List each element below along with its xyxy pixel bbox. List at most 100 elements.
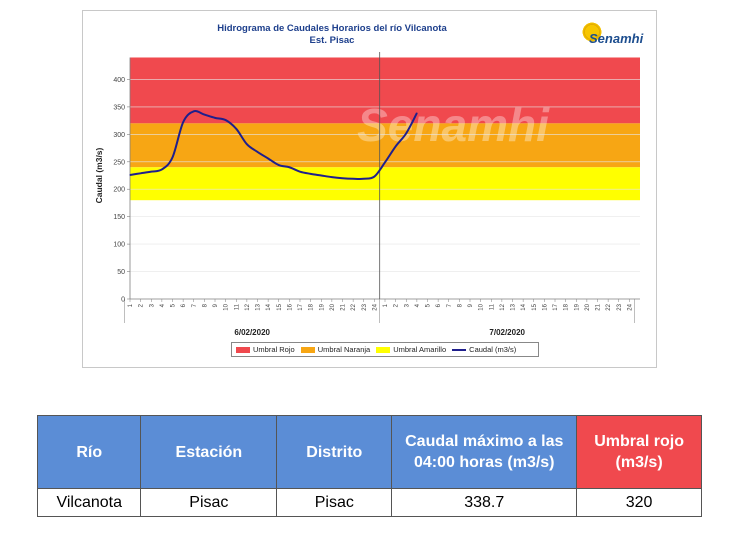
data-point-22 — [363, 178, 365, 180]
day-label-1: 7/02/2020 — [489, 328, 525, 337]
x-tick-label-0-14: 14 — [266, 303, 272, 310]
data-point-25 — [395, 145, 397, 148]
x-tick-label-0-15: 15 — [277, 303, 283, 310]
x-tick-label-1-7: 7 — [447, 303, 453, 307]
x-tick-label-0-18: 18 — [309, 303, 315, 310]
data-point-6 — [193, 110, 195, 112]
x-tick-label-1-11: 11 — [489, 303, 495, 310]
data-point-10 — [235, 128, 237, 130]
data-point-13 — [267, 157, 269, 160]
chart-legend: Umbral Rojo Umbral Naranja Umbral Amaril… — [231, 342, 539, 357]
x-tick-label-1-1: 1 — [383, 303, 389, 307]
x-tick-label-0-8: 8 — [202, 303, 208, 307]
cell-estacion: Pisac — [140, 488, 278, 517]
threshold-band-0 — [130, 57, 640, 124]
legend-item-caudal: Caudal (m3/s) — [452, 345, 516, 354]
x-tick-label-0-23: 23 — [362, 303, 368, 310]
x-tick-label-1-14: 14 — [521, 303, 527, 310]
x-tick-label-0-12: 12 — [245, 303, 251, 310]
data-point-18 — [320, 174, 322, 177]
data-point-20 — [341, 177, 344, 179]
x-tick-label-0-21: 21 — [341, 303, 347, 310]
table-header-row: Río Estación Distrito Caudal máximo a la… — [36, 415, 702, 489]
legend-item-amarillo: Umbral Amarillo — [376, 345, 446, 354]
data-point-3 — [161, 168, 163, 171]
legend-swatch-rojo — [236, 346, 250, 353]
x-tick-label-0-4: 4 — [160, 303, 166, 307]
header-caudal-maximo: Caudal máximo a las 04:00 horas (m3/s) — [391, 415, 578, 489]
x-tick-label-0-24: 24 — [372, 303, 378, 310]
legend-label-amarillo: Umbral Amarillo — [393, 345, 447, 354]
x-tick-label-0-10: 10 — [224, 303, 230, 310]
senamhi-logo: Senamhi — [579, 19, 649, 53]
x-tick-label-1-3: 3 — [404, 303, 410, 307]
threshold-band-1 — [130, 123, 640, 168]
threshold-band-2 — [130, 167, 640, 201]
x-tick-label-1-8: 8 — [457, 303, 463, 307]
y-tick-label-6: 300 — [113, 132, 125, 139]
data-point-21 — [352, 178, 354, 180]
y-tick-label-3: 150 — [113, 214, 125, 221]
x-tick-label-1-9: 9 — [468, 303, 474, 307]
data-point-12 — [256, 151, 259, 153]
x-tick-label-1-15: 15 — [532, 303, 538, 310]
x-tick-label-0-7: 7 — [192, 303, 198, 307]
header-rio: Río — [36, 415, 142, 489]
y-tick-label-8: 400 — [113, 77, 125, 84]
x-tick-label-1-21: 21 — [596, 303, 602, 310]
x-tick-label-0-11: 11 — [234, 303, 240, 310]
x-tick-label-0-1: 1 — [128, 303, 134, 307]
legend-swatch-amarillo — [376, 346, 391, 353]
data-point-7 — [203, 113, 205, 116]
sun-icon — [581, 21, 603, 43]
chart-canvas: Hidrograma de Caudales Horarios del río … — [94, 23, 640, 337]
y-tick-label-0: 0 — [121, 297, 125, 304]
x-tick-label-1-4: 4 — [415, 303, 421, 307]
cell-rio: Vilcanota — [36, 488, 142, 517]
x-tick-label-1-18: 18 — [564, 303, 570, 310]
x-tick-label-1-17: 17 — [553, 303, 559, 310]
x-tick-label-1-23: 23 — [617, 303, 623, 310]
data-point-0 — [129, 174, 131, 176]
data-point-19 — [331, 176, 333, 178]
series-line-caudal — [129, 110, 418, 180]
header-estacion: Estación — [140, 415, 278, 489]
data-point-2 — [150, 171, 152, 173]
data-point-26 — [405, 132, 407, 134]
legend-label-naranja: Umbral Naranja — [317, 345, 371, 354]
data-point-5 — [182, 121, 184, 123]
legend-swatch-caudal — [452, 348, 467, 351]
data-point-16 — [299, 171, 301, 173]
x-tick-label-1-24: 24 — [627, 303, 633, 310]
x-tick-label-1-2: 2 — [394, 303, 400, 307]
logo-text: Senamhi — [589, 31, 644, 46]
x-tick-label-1-20: 20 — [585, 303, 591, 310]
data-point-14 — [278, 164, 280, 166]
x-tick-label-1-12: 12 — [500, 303, 506, 310]
x-tick-label-0-6: 6 — [181, 303, 187, 307]
x-tick-label-1-5: 5 — [426, 303, 432, 307]
y-tick-label-5: 250 — [113, 159, 125, 166]
data-point-11 — [246, 143, 248, 145]
data-point-1 — [140, 172, 142, 174]
data-point-15 — [288, 166, 290, 168]
x-tick-label-1-10: 10 — [479, 303, 485, 310]
x-tick-label-1-22: 22 — [606, 303, 612, 310]
chart-subtitle: Est. Pisac — [310, 35, 355, 46]
x-tick-label-0-17: 17 — [298, 303, 304, 310]
x-tick-label-0-9: 9 — [213, 303, 219, 307]
data-point-9 — [225, 119, 227, 121]
y-tick-label-1: 50 — [117, 269, 125, 276]
summary-table: Río Estación Distrito Caudal máximo a la… — [36, 415, 702, 517]
x-tick-label-0-3: 3 — [149, 303, 155, 307]
data-point-17 — [310, 173, 312, 175]
x-tick-label-1-13: 13 — [511, 303, 517, 310]
x-tick-label-0-19: 19 — [319, 303, 325, 310]
cell-distrito: Pisac — [276, 488, 393, 517]
data-point-4 — [171, 156, 174, 158]
x-tick-label-0-2: 2 — [139, 303, 145, 307]
table-row: Vilcanota Pisac Pisac 338.7 320 — [36, 488, 702, 517]
y-tick-label-7: 350 — [113, 104, 125, 111]
legend-item-rojo: Umbral Rojo — [236, 345, 295, 354]
day-label-0: 6/02/2020 — [234, 328, 270, 337]
